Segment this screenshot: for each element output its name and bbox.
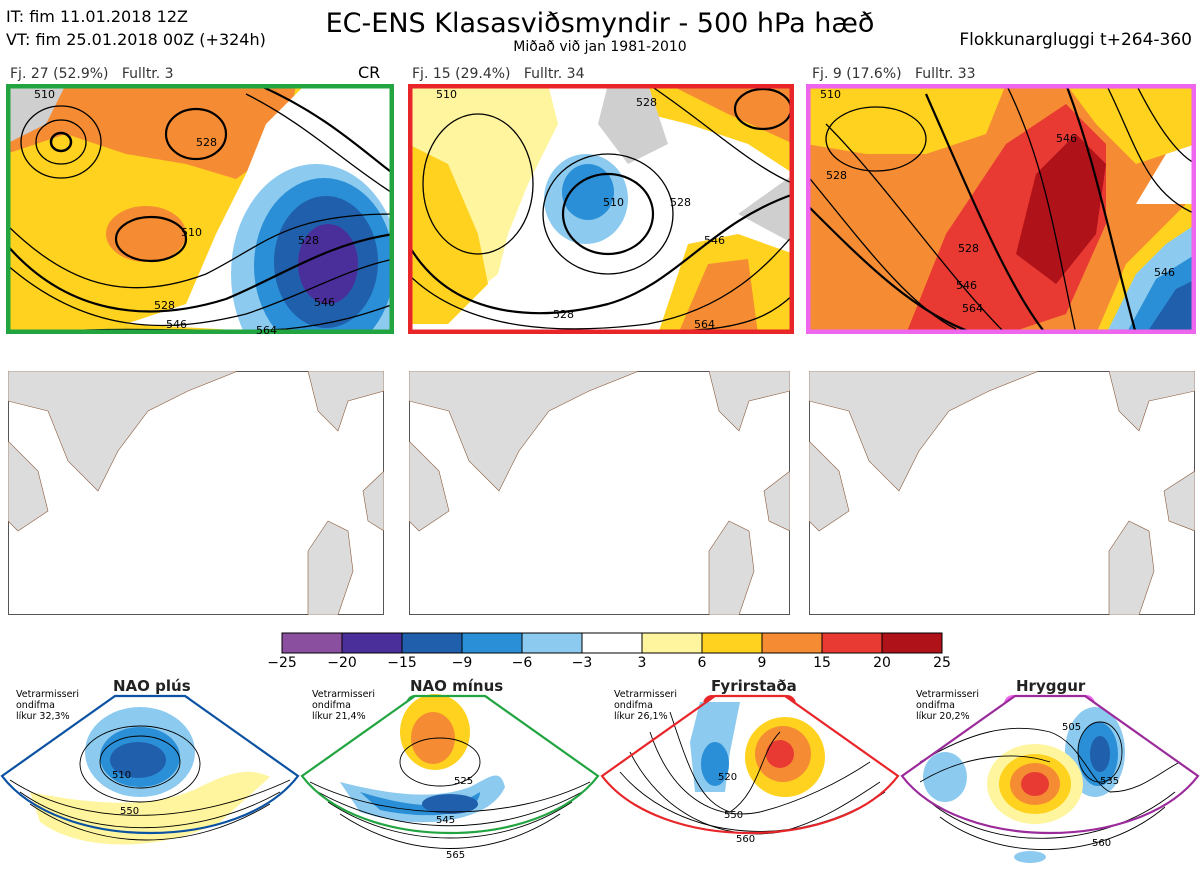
regime-1-title: NAO plús bbox=[113, 677, 191, 695]
colorbar-segment bbox=[341, 632, 403, 654]
page-subtitle: Miðað við jan 1981-2010 bbox=[513, 39, 687, 55]
r3-label-2: 550 bbox=[724, 810, 743, 821]
colorbar-tick-label: −20 bbox=[327, 655, 357, 671]
valid-time: VT: fim 25.01.2018 00Z (+324h) bbox=[6, 30, 266, 49]
r3-label-1: 520 bbox=[718, 772, 737, 783]
r1-label-1: 510 bbox=[112, 770, 131, 781]
colorbar-segment bbox=[461, 632, 523, 654]
cluster-3-label: Fj. 9 (17.6%) Fulltr. 33 bbox=[812, 66, 976, 82]
cluster-3-map: 510 528 546 528 546 564 546 bbox=[806, 84, 1196, 334]
header-times: IT: fim 11.01.2018 12Z VT: fim 25.01.201… bbox=[6, 5, 266, 51]
c1-label-1: 510 bbox=[34, 88, 55, 101]
colorbar-tick-label: 3 bbox=[637, 655, 647, 671]
r4-label-3: 560 bbox=[1092, 838, 1111, 849]
c3-label-4: 528 bbox=[958, 242, 979, 255]
c2-label-7: 564 bbox=[694, 318, 715, 331]
c3-label-1: 510 bbox=[820, 88, 841, 101]
r4-label-2: 535 bbox=[1100, 776, 1119, 787]
clustering-window: Flokkunargluggi t+264-360 bbox=[959, 30, 1192, 50]
regime-3-title: Fyrirstaða bbox=[711, 677, 797, 695]
initial-time: IT: fim 11.01.2018 12Z bbox=[6, 7, 188, 26]
colorbar-segment bbox=[761, 632, 823, 654]
colorbar-tick-label: −3 bbox=[571, 655, 593, 671]
c1-label-4: 528 bbox=[154, 299, 175, 312]
r2-label-1: 525 bbox=[454, 776, 473, 787]
c3-label-3: 546 bbox=[1056, 132, 1077, 145]
regime-4-title: Hryggur bbox=[1016, 677, 1086, 695]
colorbar-tick-label: −9 bbox=[451, 655, 473, 671]
colorbar-tick-label: 15 bbox=[813, 655, 831, 671]
regime-4-map: 505 535 560 bbox=[900, 694, 1200, 863]
cluster-1-map: 510 528 510 528 546 528 546 564 bbox=[6, 84, 394, 334]
r3-label-3: 560 bbox=[736, 834, 755, 845]
colorbar-segment bbox=[401, 632, 463, 654]
c3-label-6: 564 bbox=[962, 302, 983, 315]
c2-label-6: 528 bbox=[553, 308, 574, 321]
c1-label-5: 546 bbox=[166, 318, 187, 331]
colorbar bbox=[281, 632, 943, 654]
c1-label-2: 528 bbox=[196, 136, 217, 149]
colorbar-segment bbox=[701, 632, 763, 654]
c1-label-6: 528 bbox=[298, 234, 319, 247]
regime-1-prob: Vetrarmisseri ondifma líkur 32,3% bbox=[16, 689, 79, 722]
colorbar-tick-label: −6 bbox=[511, 655, 533, 671]
colorbar-segment bbox=[641, 632, 703, 654]
c3-label-5: 546 bbox=[956, 279, 977, 292]
c1-label-8: 564 bbox=[256, 324, 277, 334]
c3-label-7: 546 bbox=[1154, 266, 1175, 279]
cluster-2-map: 510 528 510 528 546 528 564 bbox=[408, 84, 794, 334]
r2-label-2: 545 bbox=[436, 815, 455, 826]
colorbar-segment bbox=[581, 632, 643, 654]
regime-4-prob: Vetrarmisseri ondifma líkur 20,2% bbox=[916, 689, 979, 722]
r2-label-3: 565 bbox=[446, 850, 465, 861]
colorbar-tick-label: −15 bbox=[387, 655, 417, 671]
base-map-3 bbox=[809, 371, 1195, 615]
colorbar-tick-label: −25 bbox=[267, 655, 297, 671]
base-map-1 bbox=[8, 371, 384, 615]
regime-3-prob: Vetrarmisseri ondifma líkur 26,1% bbox=[614, 689, 677, 722]
colorbar-tick-label: 6 bbox=[697, 655, 707, 671]
c3-label-2: 528 bbox=[826, 169, 847, 182]
c1-label-3: 510 bbox=[181, 226, 202, 239]
regime-2-prob: Vetrarmisseri ondifma líkur 21,4% bbox=[312, 689, 375, 722]
cluster-1-tag: CR bbox=[358, 63, 381, 82]
regime-1-map: 510 550 bbox=[0, 694, 300, 845]
colorbar-segment bbox=[521, 632, 583, 654]
colorbar-tick-label: 9 bbox=[757, 655, 767, 671]
c1-label-7: 546 bbox=[314, 296, 335, 309]
r4-label-1: 505 bbox=[1062, 722, 1081, 733]
colorbar-segment bbox=[881, 632, 943, 654]
base-map-2 bbox=[409, 371, 790, 615]
c2-label-4: 528 bbox=[670, 196, 691, 209]
c2-label-1: 510 bbox=[436, 88, 457, 101]
cluster-1-label: Fj. 27 (52.9%) Fulltr. 3 bbox=[10, 66, 174, 82]
colorbar-segment bbox=[281, 632, 343, 654]
cluster-2-label: Fj. 15 (29.4%) Fulltr. 34 bbox=[412, 66, 585, 82]
colorbar-tick-label: 20 bbox=[873, 655, 891, 671]
colorbar-tick-label: 25 bbox=[933, 655, 951, 671]
regime-2-map: 525 545 565 bbox=[300, 694, 600, 861]
r1-label-2: 550 bbox=[120, 806, 139, 817]
regime-2-title: NAO mínus bbox=[410, 677, 504, 695]
colorbar-segment bbox=[821, 632, 883, 654]
c2-label-3: 510 bbox=[603, 196, 624, 209]
c2-label-5: 546 bbox=[704, 234, 725, 247]
c2-label-2: 528 bbox=[636, 96, 657, 109]
regime-3-map: 520 550 560 bbox=[600, 694, 900, 845]
page-title: EC-ENS Klasasviðsmyndir - 500 hPa hæð bbox=[325, 8, 875, 39]
